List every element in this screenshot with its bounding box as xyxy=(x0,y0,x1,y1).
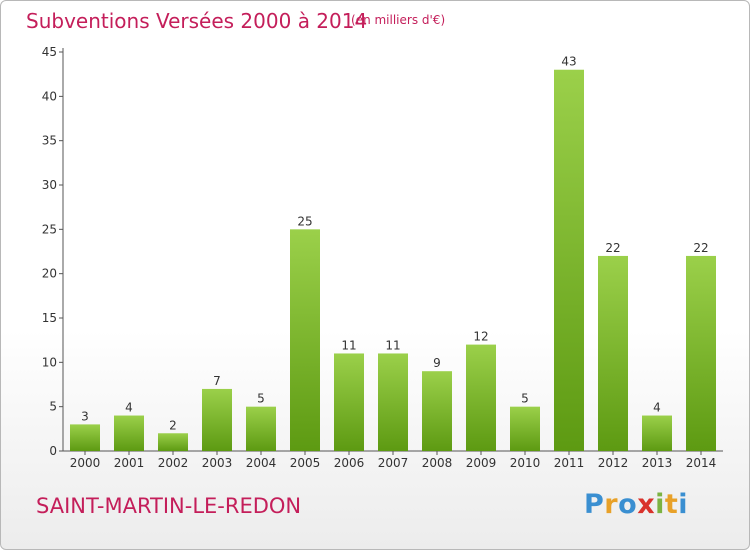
bar xyxy=(202,388,232,451)
bar xyxy=(510,406,540,451)
proxiti-logo: Proxiti xyxy=(584,489,688,520)
bar-value-label: 2 xyxy=(169,418,177,432)
logo-letter: t xyxy=(664,489,679,520)
x-tick-label: 2013 xyxy=(642,456,673,470)
y-tick-label: 35 xyxy=(42,134,57,148)
bar-value-label: 22 xyxy=(605,241,620,255)
x-tick-label: 2011 xyxy=(554,456,585,470)
bar-value-label: 4 xyxy=(125,401,133,415)
logo-letter: P xyxy=(584,489,605,520)
bar-value-label: 22 xyxy=(693,241,708,255)
x-tick-label: 2002 xyxy=(158,456,189,470)
y-tick-label: 30 xyxy=(42,178,57,192)
logo-letter: x xyxy=(637,489,656,520)
bar xyxy=(642,415,672,451)
x-tick-label: 2001 xyxy=(114,456,145,470)
x-tick-label: 2009 xyxy=(466,456,497,470)
x-tick-label: 2008 xyxy=(422,456,453,470)
x-tick-label: 2003 xyxy=(202,456,233,470)
x-tick-label: 2000 xyxy=(70,456,101,470)
bar-value-label: 7 xyxy=(213,374,221,388)
y-tick-label: 5 xyxy=(49,400,57,414)
logo-letter: r xyxy=(604,489,619,520)
bar xyxy=(466,344,496,451)
bar xyxy=(598,255,628,451)
x-tick-label: 2014 xyxy=(686,456,717,470)
bar xyxy=(158,433,188,451)
x-tick-label: 2012 xyxy=(598,456,629,470)
bar-value-label: 11 xyxy=(385,338,400,352)
bar xyxy=(378,353,408,451)
y-tick-label: 40 xyxy=(42,89,57,103)
y-tick-label: 20 xyxy=(42,267,57,281)
bar-value-label: 5 xyxy=(257,392,265,406)
bar-value-label: 9 xyxy=(433,356,441,370)
x-tick-label: 2007 xyxy=(378,456,409,470)
bar xyxy=(290,229,320,451)
x-tick-label: 2010 xyxy=(510,456,541,470)
bar-value-label: 11 xyxy=(341,338,356,352)
x-tick-label: 2004 xyxy=(246,456,277,470)
y-tick-label: 15 xyxy=(42,311,57,325)
bar xyxy=(422,371,452,451)
bar xyxy=(554,69,584,451)
x-tick-label: 2005 xyxy=(290,456,321,470)
bar xyxy=(334,353,364,451)
logo-letter: o xyxy=(618,489,638,520)
logo-letter: i xyxy=(655,489,665,520)
commune-name: SAINT-MARTIN-LE-REDON xyxy=(36,494,302,518)
bar-value-label: 25 xyxy=(297,214,312,228)
bar-value-label: 3 xyxy=(81,409,89,423)
bar-value-label: 43 xyxy=(561,55,576,69)
y-tick-label: 25 xyxy=(42,222,57,236)
bar-value-label: 4 xyxy=(653,401,661,415)
bar xyxy=(246,406,276,451)
chart-subtitle: (en milliers d'€) xyxy=(351,13,446,27)
y-tick-label: 45 xyxy=(42,45,57,59)
bar xyxy=(114,415,144,451)
x-tick-label: 2006 xyxy=(334,456,365,470)
y-tick-label: 0 xyxy=(49,444,57,458)
chart-title: Subventions Versées 2000 à 2014 xyxy=(26,9,368,33)
logo-letter: i xyxy=(678,489,689,520)
bar-value-label: 5 xyxy=(521,392,529,406)
bar xyxy=(686,255,716,451)
bar xyxy=(70,424,100,451)
bar-value-label: 12 xyxy=(473,330,488,344)
y-tick-label: 10 xyxy=(42,355,57,369)
